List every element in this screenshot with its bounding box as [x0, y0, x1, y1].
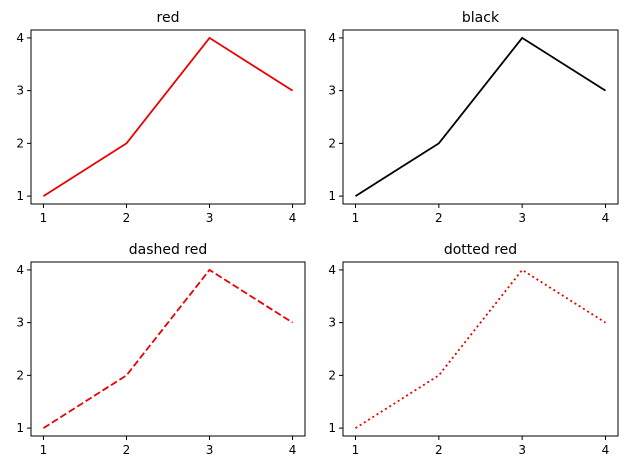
subplot-title: dashed red — [129, 242, 208, 258]
x-tick-label: 3 — [206, 211, 214, 225]
y-tick-label: 2 — [16, 136, 24, 150]
axes-frame — [30, 261, 306, 437]
y-tick-label: 4 — [328, 31, 336, 45]
x-tick-label: 1 — [40, 211, 48, 225]
x-tick-label: 2 — [123, 443, 131, 457]
x-tick-label: 4 — [602, 443, 610, 457]
x-tick-label: 4 — [289, 211, 297, 225]
y-tick-label: 2 — [328, 136, 336, 150]
y-tick-label: 1 — [328, 421, 336, 435]
x-tick-label: 2 — [435, 443, 443, 457]
y-tick-label: 3 — [328, 316, 336, 330]
y-tick-label: 3 — [16, 316, 24, 330]
subplot-black: black 1 2 3 4 1 2 3 4 — [328, 10, 619, 225]
x-tick-label: 4 — [289, 443, 297, 457]
axes-frame — [342, 261, 619, 437]
x-tick-label: 1 — [352, 443, 360, 457]
y-tick-label: 3 — [328, 84, 336, 98]
y-tick-label: 1 — [16, 189, 24, 203]
y-tick-label: 1 — [16, 421, 24, 435]
y-tick-label: 2 — [328, 368, 336, 382]
x-tick-label: 3 — [518, 211, 526, 225]
x-tick-label: 3 — [206, 443, 214, 457]
y-tick-label: 2 — [16, 368, 24, 382]
x-tick-label: 3 — [518, 443, 526, 457]
y-tick-label: 4 — [16, 31, 24, 45]
series-line — [355, 268, 606, 429]
x-tick-label: 2 — [435, 211, 443, 225]
y-tick-label: 4 — [16, 263, 24, 277]
y-tick-label: 3 — [16, 84, 24, 98]
x-tick-label: 4 — [602, 211, 610, 225]
x-tick-label: 1 — [352, 211, 360, 225]
subplot-title: red — [157, 10, 180, 26]
y-tick-label: 4 — [328, 263, 336, 277]
subplot-title: black — [462, 10, 500, 26]
series-line — [42, 36, 294, 197]
subplot-title: dotted red — [444, 242, 517, 258]
series-line — [355, 36, 606, 197]
series-line — [42, 268, 294, 429]
x-tick-label: 1 — [40, 443, 48, 457]
subplot-dashed-red: dashed red 1 2 3 4 1 2 3 4 — [16, 242, 306, 457]
x-tick-label: 2 — [123, 211, 131, 225]
subplot-dotted-red: dotted red 1 2 3 4 1 2 3 4 — [328, 242, 619, 457]
y-tick-label: 1 — [328, 189, 336, 203]
subplot-red: red 1 2 3 4 1 2 3 4 — [16, 10, 306, 225]
